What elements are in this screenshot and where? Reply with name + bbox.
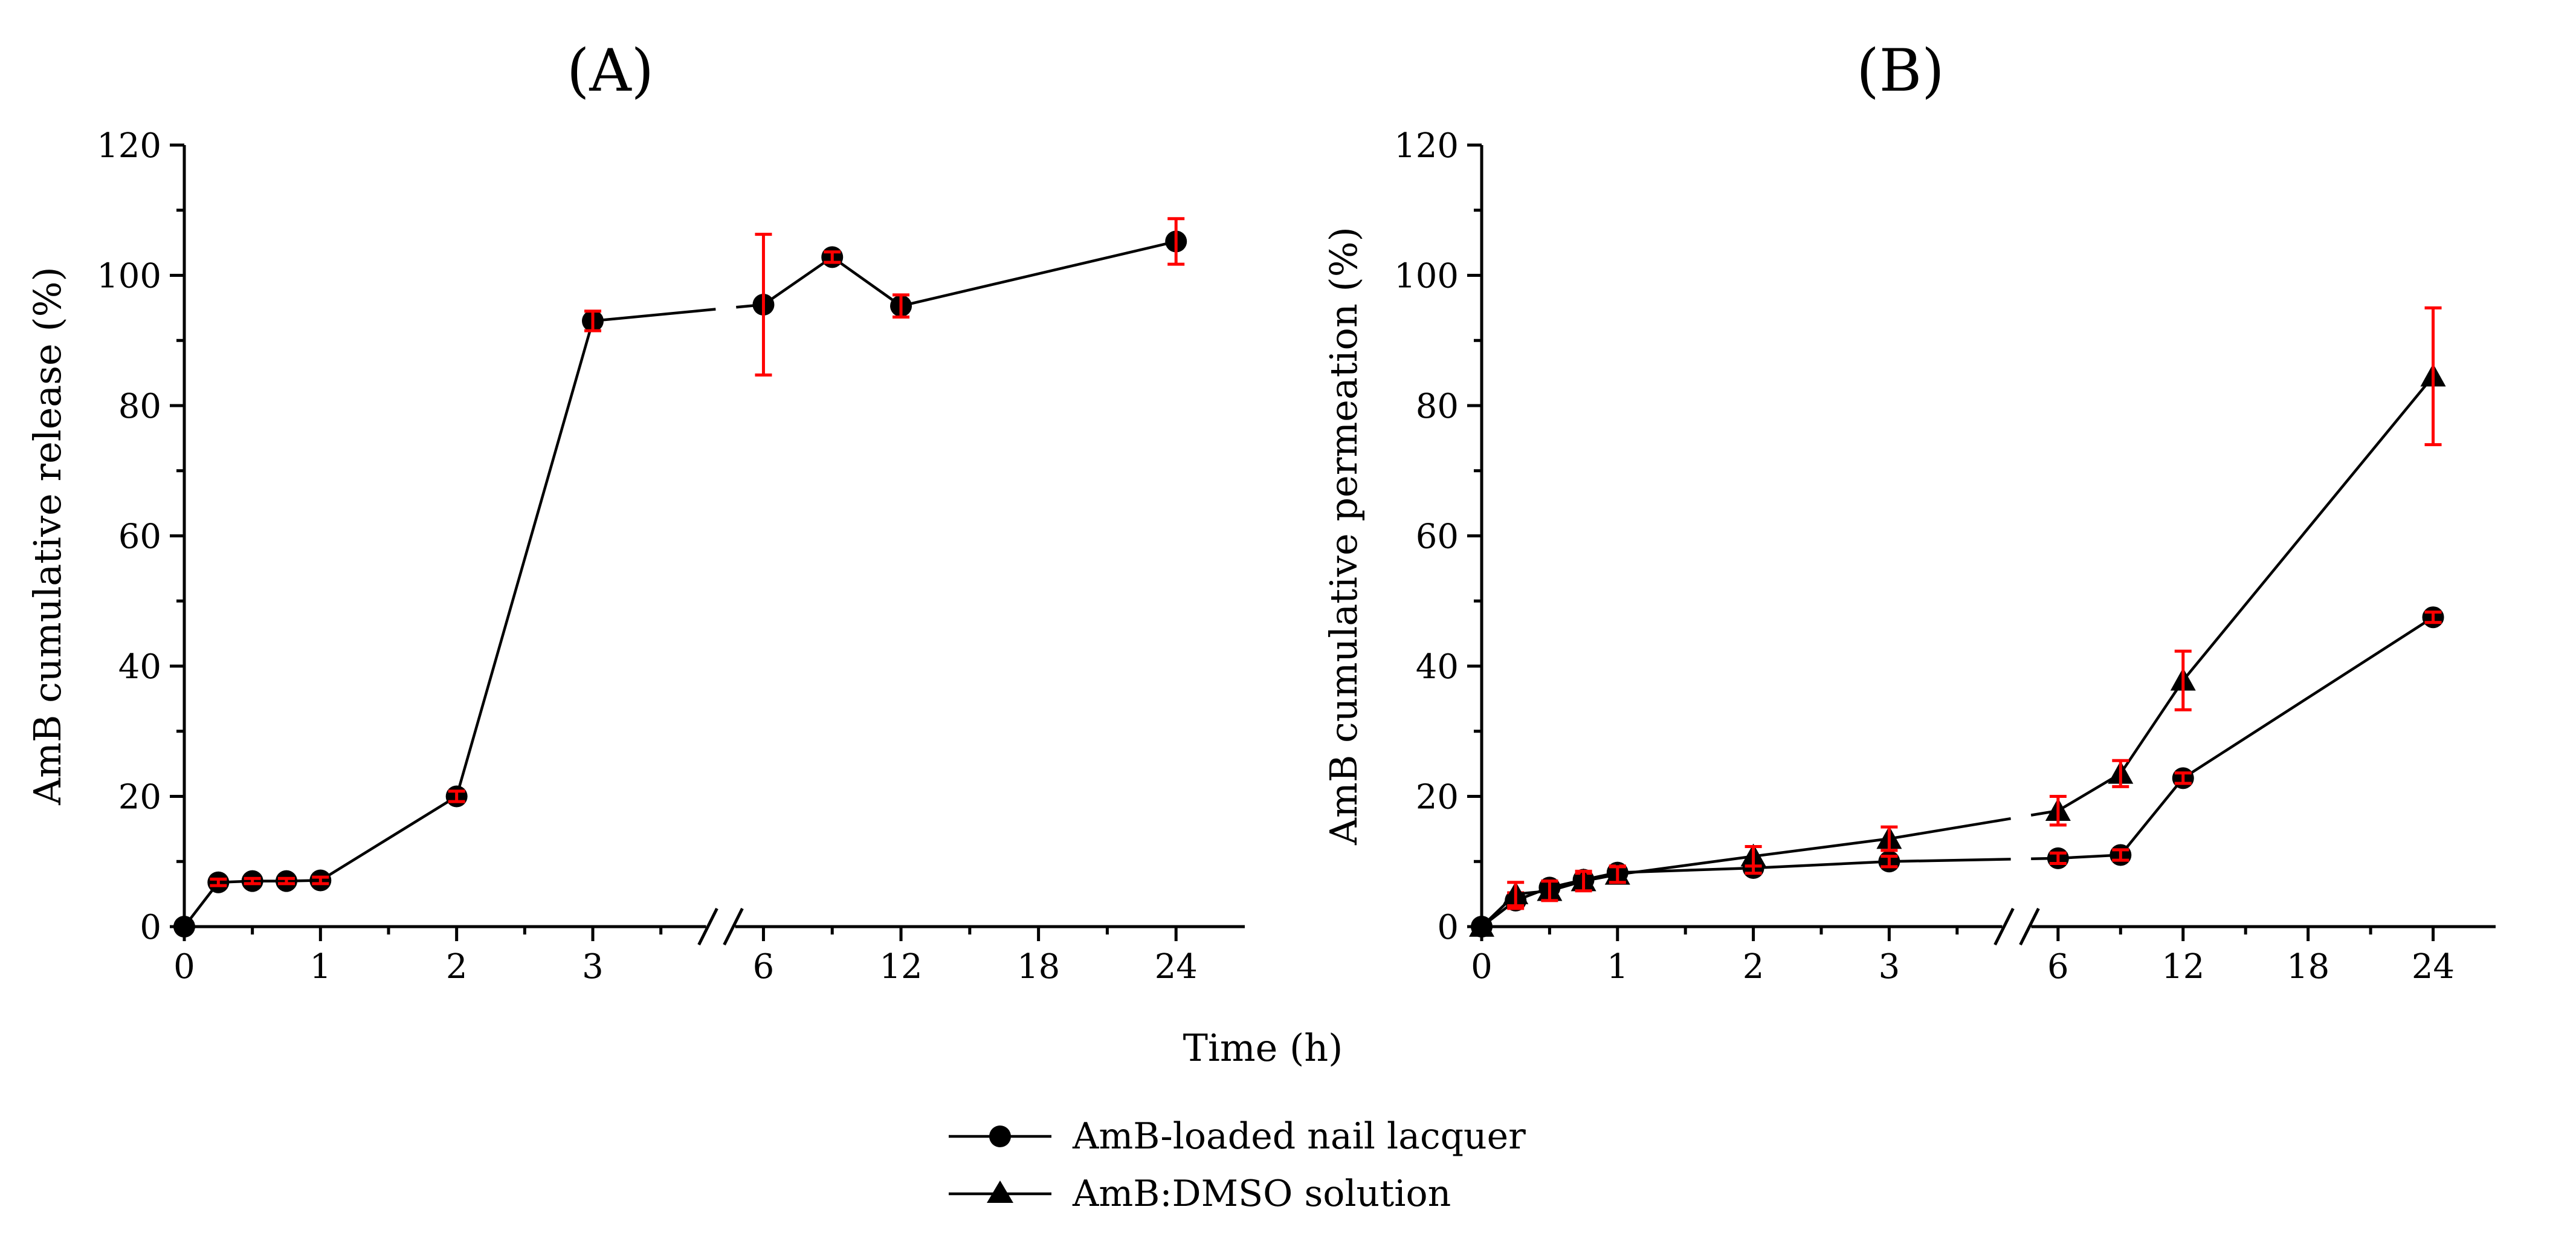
panel-b-axis-break-mark bbox=[1993, 907, 2015, 946]
panel-a-axis-break-mark bbox=[723, 907, 744, 946]
panel-b-error-bar bbox=[1609, 865, 1626, 884]
panel-a-error-bar bbox=[244, 876, 261, 886]
panel-b-error-bar bbox=[1575, 869, 1592, 893]
panel-b-error-bar bbox=[1880, 825, 1898, 852]
panel-b-error-bar bbox=[2174, 649, 2192, 711]
panel-a-y-tick-label: 20 bbox=[118, 778, 161, 817]
panel-a-y-tick-label: 60 bbox=[118, 517, 161, 557]
panel-a-y-tick-label: 80 bbox=[118, 387, 161, 426]
panel-a-y-tick-label: 40 bbox=[118, 647, 161, 687]
legend-entry-circle: AmB-loaded nail lacquer bbox=[949, 1115, 1526, 1158]
panel-b-y-tick-label: 0 bbox=[1437, 908, 1459, 947]
panel-a: (A)AmB cumulative release (%)02040608010… bbox=[25, 37, 1245, 986]
panel-a-x-tick-label: 6 bbox=[753, 947, 775, 986]
panel-a-error-bar bbox=[278, 876, 295, 886]
panel-b-error-bar bbox=[2174, 771, 2192, 785]
panel-a-x-tick-label: 0 bbox=[173, 947, 195, 986]
legend-label-circle: AmB-loaded nail lacquer bbox=[1072, 1115, 1526, 1158]
panel-b-x-tick-label: 2 bbox=[1743, 947, 1764, 986]
panel-a-y-tick-label: 0 bbox=[140, 908, 161, 947]
panel-a-data-point bbox=[173, 916, 195, 938]
x-axis-label: Time (h) bbox=[1183, 1026, 1343, 1070]
panel-b-error-bar bbox=[1745, 844, 1762, 868]
panel-a-y-axis-label: AmB cumulative release (%) bbox=[25, 267, 69, 806]
panel-b-axis-break-gap bbox=[2002, 922, 2032, 931]
panel-b-y-tick-label: 60 bbox=[1416, 517, 1459, 557]
panel-b-series-triangle bbox=[1469, 306, 2446, 937]
panel-b-y-tick-label: 40 bbox=[1416, 647, 1459, 687]
panel-a-series-circle bbox=[173, 217, 1187, 938]
panel-b-x-tick-label: 12 bbox=[2161, 947, 2204, 986]
panel-a-y-tick-label: 120 bbox=[97, 126, 161, 166]
legend-marker-circle bbox=[989, 1126, 1011, 1147]
panel-a-error-bar bbox=[312, 875, 329, 886]
panel-b-axis-break-mark bbox=[2019, 907, 2040, 946]
panels: (A)AmB cumulative release (%)02040608010… bbox=[25, 37, 2496, 986]
panel-a-error-bar bbox=[448, 789, 465, 803]
panel-b-x-tick-label: 1 bbox=[1607, 947, 1629, 986]
legend: AmB-loaded nail lacquer AmB:DMSO solutio… bbox=[949, 1115, 1526, 1215]
panel-b-x-tick-label: 24 bbox=[2412, 947, 2455, 986]
panel-b-series-line bbox=[1480, 375, 2435, 928]
panel-b-data-point bbox=[1469, 914, 1494, 937]
panel-b-error-bar bbox=[2112, 759, 2129, 788]
legend-label-triangle: AmB:DMSO solution bbox=[1072, 1173, 1451, 1215]
panel-a-title: (A) bbox=[567, 37, 654, 105]
panel-b-x-tick-label: 0 bbox=[1471, 947, 1493, 986]
panel-a-x-tick-label: 18 bbox=[1017, 947, 1060, 986]
panel-b-error-bar bbox=[1880, 855, 1898, 869]
panel-b-error-bar bbox=[2424, 611, 2442, 624]
panel-a-error-bar bbox=[824, 250, 841, 264]
panel-b-y-tick-label: 20 bbox=[1416, 778, 1459, 817]
panel-b-x-tick-label: 18 bbox=[2287, 947, 2329, 986]
panel-b-y-axis-label: AmB cumulative permeation (%) bbox=[1322, 227, 1366, 846]
panel-a-x-tick-label: 2 bbox=[446, 947, 468, 986]
panel-a-series-line bbox=[183, 240, 1177, 928]
panel-a-x-tick-label: 12 bbox=[879, 947, 922, 986]
panel-b-series-circle bbox=[1471, 606, 2444, 938]
panel-b-y-tick-label: 80 bbox=[1416, 387, 1459, 426]
panel-a-error-bar bbox=[584, 309, 601, 332]
panel-a-error-bar bbox=[893, 293, 910, 319]
panel-b-error-bar bbox=[2424, 306, 2442, 447]
panel-a-x-tick-label: 1 bbox=[310, 947, 332, 986]
panel-a-error-bar bbox=[210, 877, 227, 887]
panel-b-error-bar bbox=[2049, 795, 2067, 827]
panel-b-x-tick-label: 6 bbox=[2047, 947, 2069, 986]
panel-a-error-bar bbox=[1167, 217, 1185, 266]
panel-b-title: (B) bbox=[1856, 37, 1944, 105]
panel-b-x-tick-label: 3 bbox=[1879, 947, 1900, 986]
panel-a-axis-break-gap bbox=[706, 922, 735, 931]
panel-b-y-tick-label: 120 bbox=[1394, 126, 1459, 166]
panel-b-error-bar bbox=[1507, 881, 1525, 908]
panel-a-axis-break-mark bbox=[697, 907, 718, 946]
panel-a-x-tick-label: 24 bbox=[1155, 947, 1198, 986]
panel-b-error-bar bbox=[1541, 879, 1558, 902]
legend-marker-triangle bbox=[987, 1181, 1013, 1203]
panel-b-error-bar bbox=[2049, 851, 2067, 865]
panel-a-y-tick-label: 100 bbox=[97, 257, 161, 296]
panel-a-x-tick-label: 3 bbox=[582, 947, 604, 986]
panel-b: (B)AmB cumulative permeation (%)02040608… bbox=[1322, 37, 2496, 986]
panel-b-error-bar bbox=[2112, 848, 2129, 862]
panel-b-y-tick-label: 100 bbox=[1394, 257, 1459, 296]
legend-entry-triangle: AmB:DMSO solution bbox=[949, 1173, 1451, 1215]
panel-a-error-bar bbox=[755, 233, 772, 377]
